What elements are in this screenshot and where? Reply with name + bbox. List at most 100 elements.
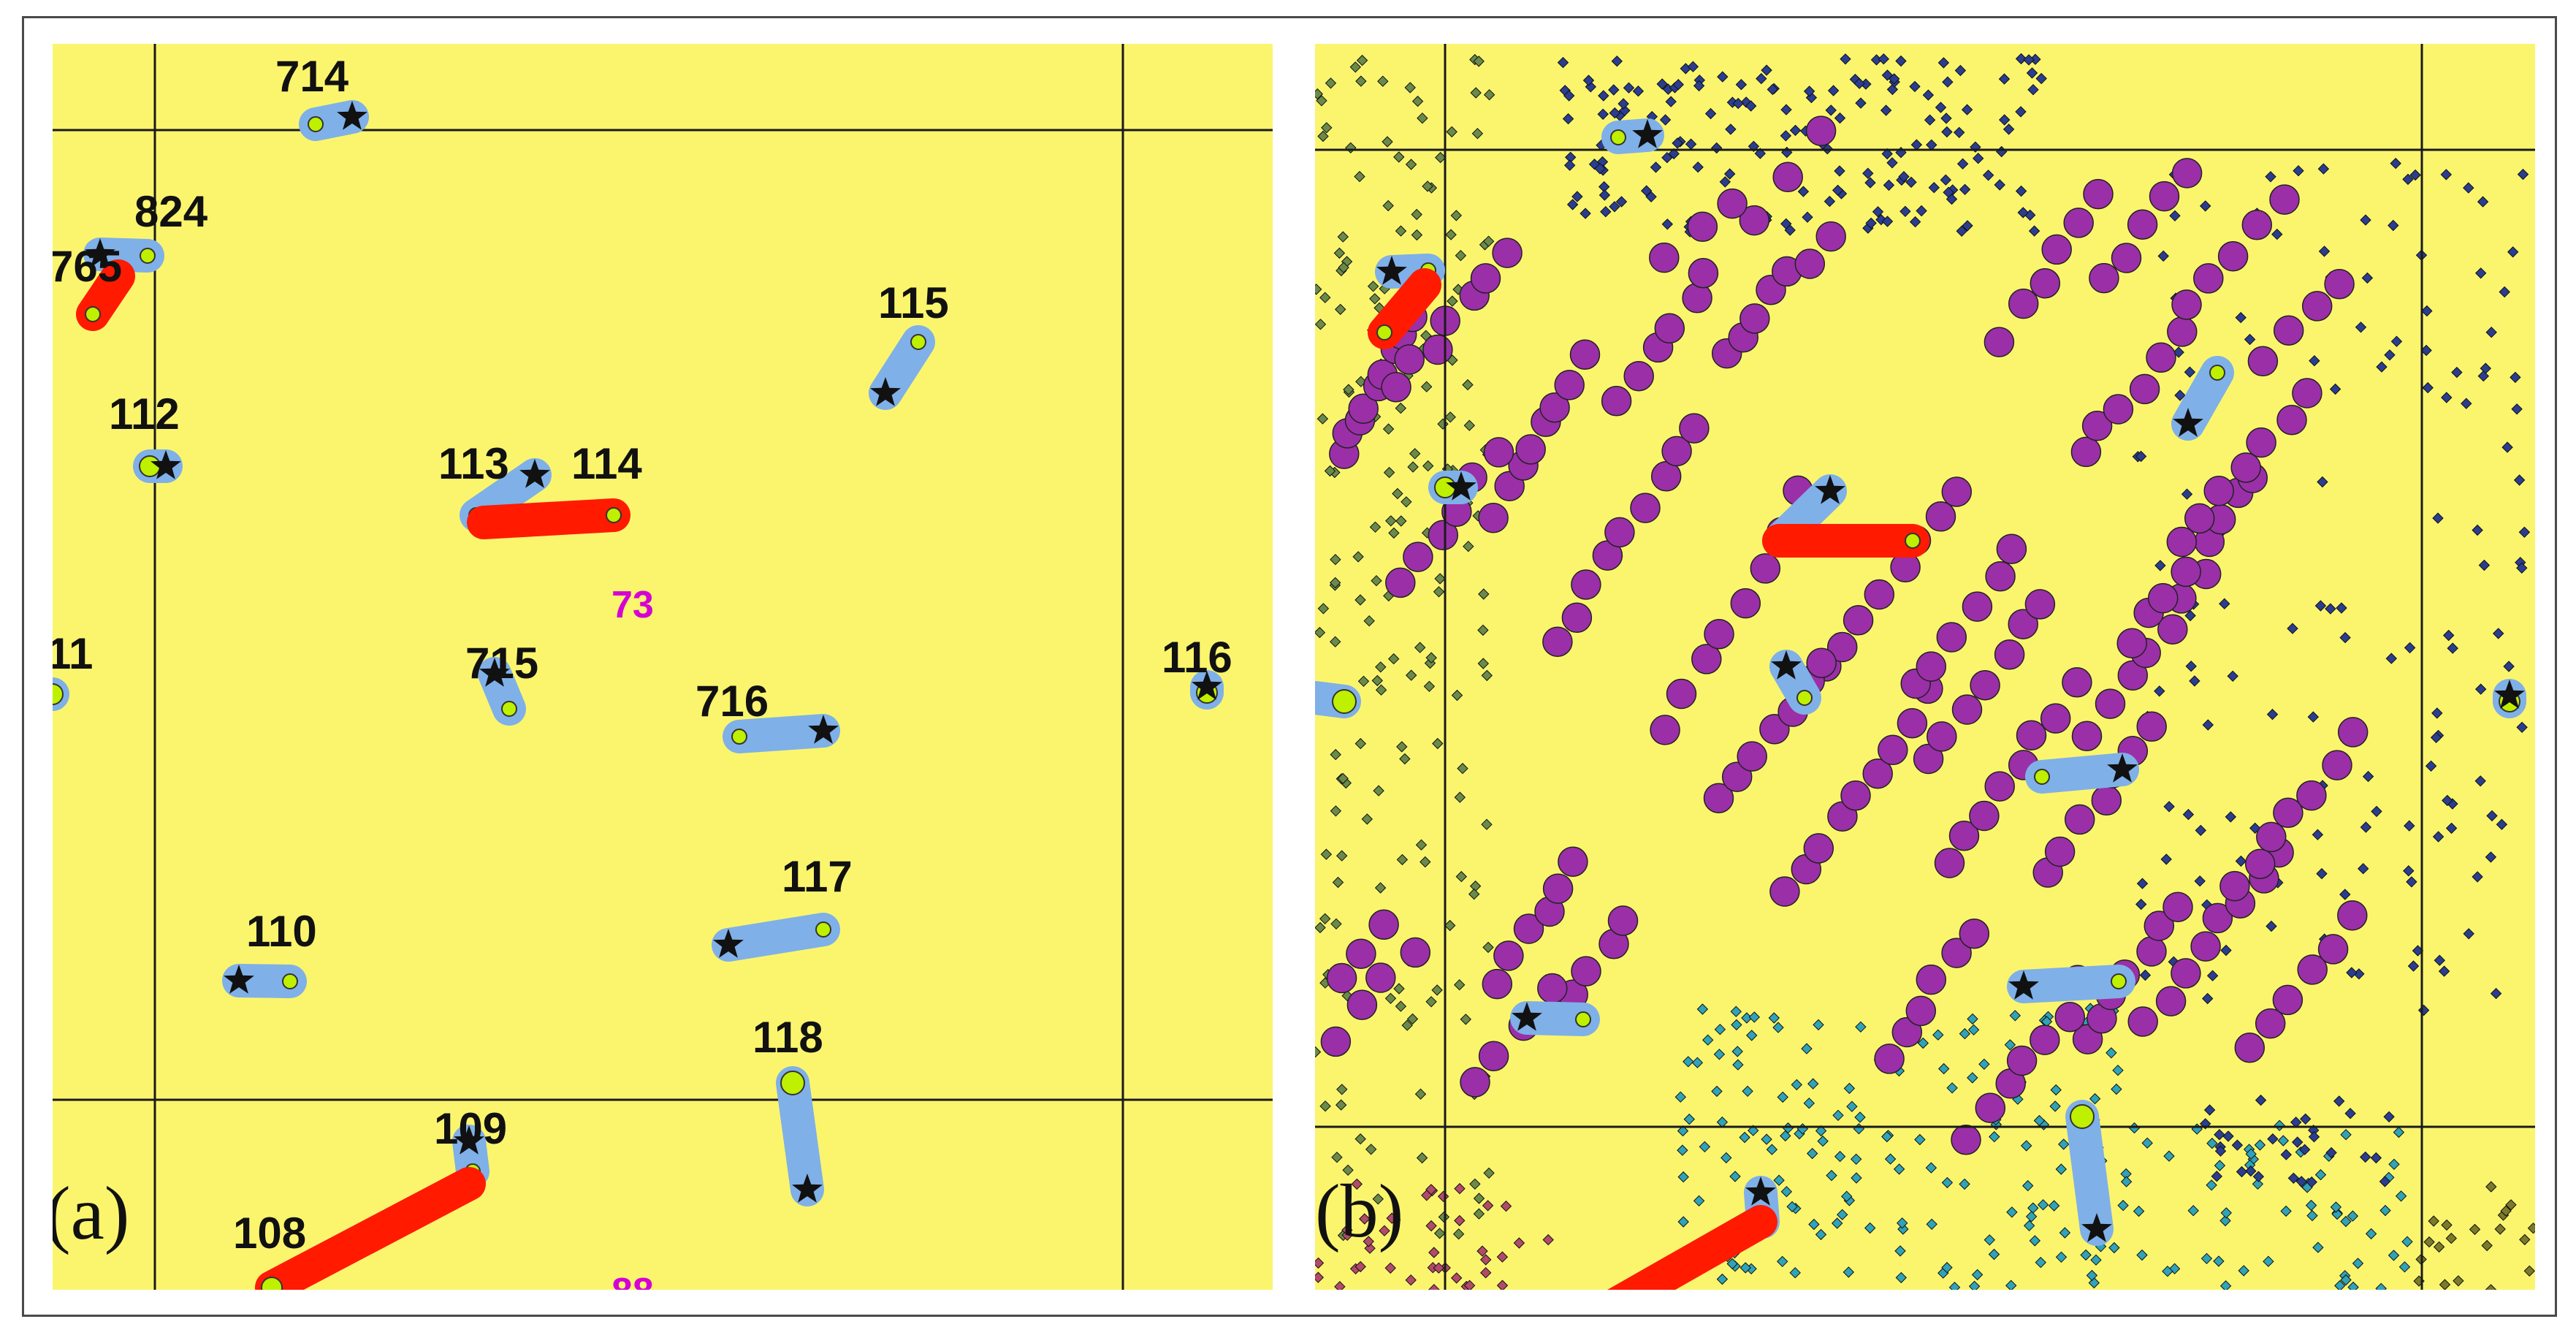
diamond-marker — [1967, 1013, 1978, 1025]
grid-lines — [53, 44, 1273, 1290]
diamond-marker — [2406, 876, 2417, 888]
diamond-marker — [2136, 878, 2149, 889]
diamond-marker — [1926, 139, 1937, 151]
diamond-marker — [1315, 1257, 1325, 1269]
diamond-marker — [1815, 1125, 1827, 1137]
diamond-marker — [1896, 1217, 1908, 1229]
cell-marker — [2203, 476, 2234, 506]
diamond-marker — [1367, 281, 1379, 292]
injector-trajectory — [1607, 1205, 1777, 1290]
diamond-marker — [2235, 311, 2247, 324]
diamond-marker — [1562, 113, 1574, 125]
diamond-marker — [1354, 594, 1366, 606]
cell-marker — [2219, 870, 2250, 902]
cell-marker — [2041, 234, 2072, 265]
diamond-marker — [2501, 441, 2513, 453]
diamond-marker — [2220, 1207, 2233, 1219]
producer-trajectory — [2025, 753, 2139, 794]
diamond-marker — [1843, 1266, 1855, 1278]
diamond-marker — [2472, 871, 2483, 883]
diamond-marker — [1444, 411, 1456, 423]
diamond-marker — [1884, 1153, 1897, 1165]
diamond-marker — [1332, 876, 1344, 889]
diamond-marker — [1395, 515, 1407, 527]
diamond-marker — [1748, 1011, 1761, 1023]
diamond-marker — [2009, 1010, 2021, 1022]
producer-trajectory — [2007, 965, 2135, 1003]
diamond-marker — [2388, 1158, 2400, 1171]
diamond-marker — [2295, 1176, 2307, 1187]
diamond-marker — [1414, 642, 1426, 653]
diamond-marker — [2325, 603, 2336, 615]
diamond-marker — [1677, 1171, 1689, 1183]
well-pair — [76, 259, 135, 331]
cell-marker — [1493, 940, 1524, 971]
diamond-marker — [2344, 1107, 2356, 1120]
cell-marker — [1348, 393, 1379, 425]
diamond-marker — [1917, 1037, 1929, 1049]
diamond-marker — [1659, 114, 1672, 126]
diamond-marker — [1433, 586, 1445, 598]
cell-marker — [2091, 785, 2122, 816]
producer-trajectory — [2171, 356, 2234, 441]
diamond-marker — [2231, 1139, 2244, 1151]
diamond-marker — [1940, 174, 1952, 186]
diamond-marker — [1447, 295, 1458, 307]
diamond-marker — [2492, 628, 2504, 639]
diamond-marker — [1369, 293, 1381, 305]
cell-marker — [1843, 605, 1874, 636]
diamond-marker — [2445, 1232, 2458, 1244]
star-icon — [2173, 408, 2203, 437]
diamond-marker — [2280, 1149, 2293, 1160]
diamond-marker — [1444, 919, 1456, 932]
cell-marker — [1661, 436, 1692, 467]
diamond-marker — [1742, 1085, 1753, 1098]
diamond-marker — [1784, 224, 1796, 236]
diamond-marker — [1989, 1130, 2000, 1143]
cell-marker — [2136, 711, 2167, 742]
diamond-marker — [1354, 170, 1365, 183]
diamond-marker — [1850, 1153, 1862, 1166]
diamond-marker — [1468, 888, 1480, 900]
diamond-marker — [2306, 1176, 2317, 1188]
diamond-marker — [1411, 208, 1422, 221]
well-label: 112 — [109, 389, 180, 438]
diamond-marker — [2422, 381, 2434, 394]
diamond-marker — [1392, 487, 1403, 500]
producer-trajectory — [776, 1066, 824, 1206]
diamond-marker — [1789, 1266, 1801, 1279]
diamond-marker — [1454, 791, 1466, 803]
diamond-marker — [1956, 225, 1967, 237]
diamond-marker — [2490, 987, 2502, 1000]
diamond-marker — [2139, 969, 2152, 981]
diamond-marker — [1450, 1272, 1463, 1284]
diamond-marker — [1453, 978, 1466, 991]
cell-marker — [2337, 900, 2368, 931]
diamond-marker — [1349, 61, 1362, 73]
diamond-marker — [1739, 1131, 1750, 1144]
diamond-marker — [2340, 1215, 2352, 1228]
diamond-marker — [1383, 466, 1395, 479]
cell-marker — [1916, 964, 1947, 995]
diamond-marker — [2254, 1139, 2266, 1151]
diamond-marker — [1315, 626, 1326, 639]
diamond-marker — [2318, 246, 2331, 257]
diamond-marker — [2329, 383, 2341, 395]
diamond-marker — [1854, 1111, 1866, 1123]
producer-trajectory — [869, 325, 935, 410]
diamond-marker — [2317, 476, 2328, 488]
diamond-marker — [2245, 1148, 2257, 1160]
diamond-marker — [2287, 623, 2298, 634]
cell-marker — [2193, 263, 2224, 294]
well-pair — [2493, 679, 2526, 718]
circle-icon — [1575, 1011, 1591, 1027]
diamond-marker — [1710, 142, 1723, 154]
diamond-marker — [1745, 100, 1757, 112]
cell-marker — [1604, 517, 1635, 548]
diamond-marker — [2417, 1004, 2430, 1016]
diamond-marker — [2280, 1205, 2292, 1217]
cell-marker — [1666, 678, 1697, 710]
diamond-marker — [2390, 157, 2401, 170]
diamond-marker — [2055, 1163, 2068, 1175]
diamond-marker — [1336, 1084, 1348, 1095]
